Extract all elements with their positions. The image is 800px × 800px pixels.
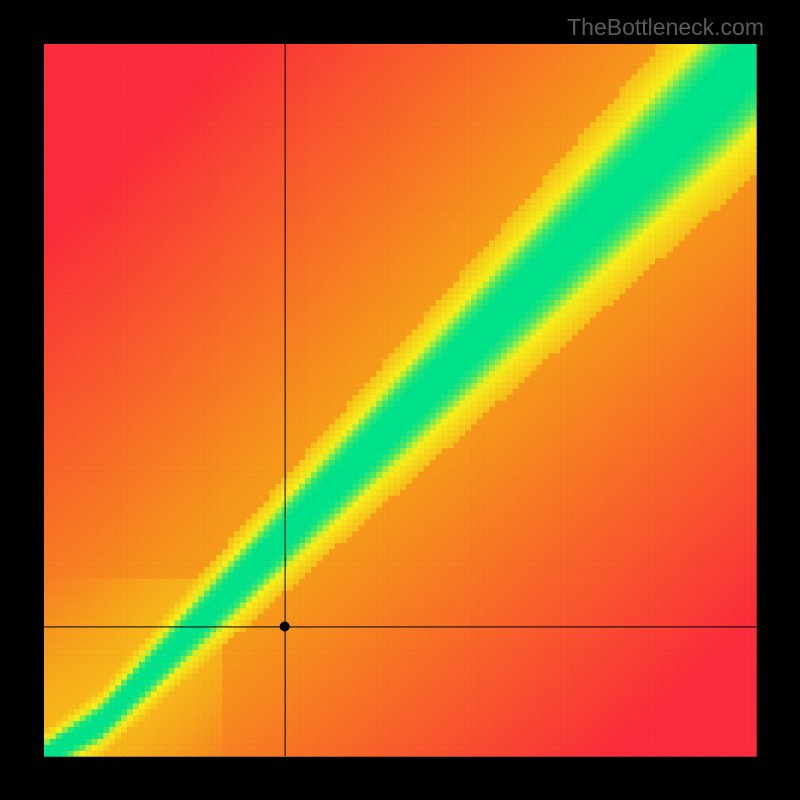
chart-container: TheBottleneck.com: [0, 0, 800, 800]
watermark-text: TheBottleneck.com: [567, 14, 764, 41]
bottleneck-heatmap: [0, 0, 800, 800]
